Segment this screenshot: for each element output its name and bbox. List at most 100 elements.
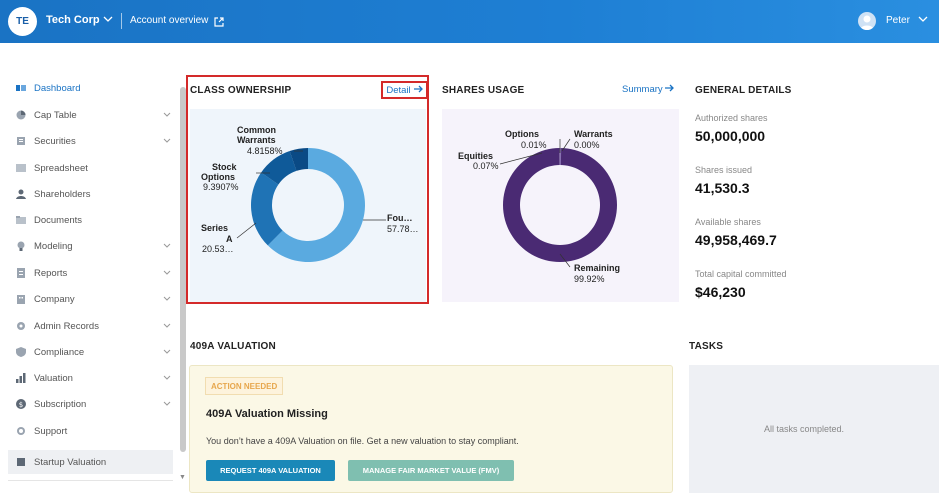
sidebar-item-securities[interactable]: Securities [8, 129, 173, 153]
sidebar-item-subscription[interactable]: $ Subscription [8, 392, 173, 416]
class-ownership-panel [186, 75, 429, 304]
sidebar-item-label: Securities [34, 135, 76, 147]
sidebar-item-label: Shareholders [34, 188, 91, 200]
chevron-down-icon [163, 347, 171, 355]
sidebar-item-company[interactable]: Company [8, 287, 173, 311]
sidebar-item-label: Reports [34, 267, 68, 279]
series-a-label: A [226, 234, 233, 244]
sidebar-item-support[interactable]: Support [8, 419, 173, 443]
shield-icon [16, 347, 26, 357]
sidebar-item-label: Spreadsheet [34, 162, 88, 174]
series-a-value: 20.53… [202, 244, 234, 254]
sidebar-item-startup-valuation[interactable]: Startup Valuation [8, 450, 173, 474]
arrow-right-icon [413, 85, 423, 96]
donut-slice-warrants[interactable] [560, 148, 562, 166]
donut-slice-founder[interactable] [267, 148, 365, 262]
sidebar-item-label: Dashboard [34, 82, 81, 94]
sidebar-item-compliance[interactable]: Compliance [8, 340, 173, 364]
arrow-right-icon [665, 84, 675, 95]
documents-icon [16, 215, 26, 225]
total-capital-value: $46,230 [695, 284, 746, 300]
sidebar-item-reports[interactable]: Reports [8, 261, 173, 285]
available-shares-label: Available shares [695, 217, 761, 227]
equities-value: 0.07% [473, 161, 499, 171]
summary-label: Summary [622, 84, 663, 95]
shares-issued-label: Shares issued [695, 165, 753, 175]
donut-slice-common-warrants[interactable] [289, 148, 308, 171]
sidebar-item-modeling[interactable]: Modeling [8, 234, 173, 258]
common-warrants-label: Common [237, 125, 276, 135]
sidebar: Dashboard Cap Table Securities Spreadshe… [0, 43, 180, 493]
detail-label: Detail [386, 84, 411, 96]
external-link-icon[interactable] [214, 14, 224, 27]
pie-icon [16, 110, 26, 120]
sidebar-item-cap-table[interactable]: Cap Table [8, 103, 173, 127]
common-warrants-value: 4.8158% [247, 146, 283, 156]
warrants-label: Warrants [574, 129, 613, 139]
action-needed-badge: ACTION NEEDED [205, 377, 284, 395]
donut-slice-remaining[interactable] [503, 148, 618, 262]
person-icon [16, 189, 26, 199]
sidebar-item-shareholders[interactable]: Shareholders [8, 182, 173, 206]
chevron-down-icon [163, 110, 171, 118]
sidebar-item-label: Cap Table [34, 109, 77, 121]
sidebar-item-label: Startup Valuation [34, 456, 107, 468]
company-icon [16, 294, 26, 304]
request-409a-button[interactable]: REQUEST 409A VALUATION [206, 460, 335, 481]
sidebar-item-label: Documents [34, 214, 83, 226]
founder-value: 57.78… [387, 224, 419, 234]
chevron-down-icon [163, 373, 171, 381]
chevron-down-icon[interactable] [103, 15, 113, 26]
account-overview-link[interactable]: Account overview [130, 15, 209, 26]
options-value: 0.01% [521, 140, 547, 150]
stock-options-label: Stock [212, 162, 237, 172]
svg-text:$: $ [19, 401, 23, 409]
options-label: Options [505, 129, 539, 139]
sidebar-item-label: Admin Records [34, 320, 99, 332]
available-shares-value: 49,958,469.7 [695, 232, 777, 248]
manage-fmv-button[interactable]: MANAGE FAIR MARKET VALUE (FMV) [348, 460, 514, 481]
remaining-value: 99.92% [574, 274, 605, 284]
donut-slice-stock-options[interactable] [261, 151, 297, 185]
sidebar-item-label: Subscription [34, 398, 87, 410]
securities-icon [16, 136, 26, 146]
company-name[interactable]: Tech Corp [46, 14, 100, 26]
common-warrants-label: Warrants [237, 135, 276, 145]
stock-options-value: 9.3907% [203, 182, 239, 192]
sidebar-item-label: Support [34, 425, 68, 437]
sidebar-item-valuation[interactable]: Valuation [8, 366, 173, 390]
user-avatar[interactable] [858, 12, 876, 30]
sidebar-item-label: Company [34, 293, 75, 305]
sidebar-item-label: Compliance [34, 346, 85, 358]
warrants-value: 0.00% [574, 140, 600, 150]
sidebar-item-documents[interactable]: Documents [8, 208, 173, 232]
sidebar-item-spreadsheet[interactable]: Spreadsheet [8, 156, 173, 180]
user-name[interactable]: Peter [886, 15, 910, 26]
authorized-shares-value: 50,000,000 [695, 128, 766, 144]
scroll-down-arrow-icon[interactable]: ▼ [179, 474, 186, 481]
sidebar-item-dashboard[interactable]: Dashboard [8, 76, 173, 100]
sidebar-item-label: Modeling [34, 240, 73, 252]
founder-label: Fou… [387, 213, 413, 223]
chevron-down-icon [163, 136, 171, 144]
tasks-card [689, 365, 939, 493]
chevron-down-icon[interactable] [918, 15, 928, 25]
stock-options-label: Options [201, 172, 235, 182]
bar-chart-icon [16, 373, 26, 383]
donut-slice-options[interactable] [560, 148, 561, 166]
top-bar: TE Tech Corp Account overview Peter [0, 0, 939, 43]
class-ownership-title: CLASS OWNERSHIP [190, 85, 292, 96]
sidebar-item-label: Valuation [34, 372, 73, 384]
summary-link[interactable]: Summary [622, 84, 675, 95]
detail-link[interactable]: Detail [381, 81, 428, 99]
equities-label: Equities [458, 151, 494, 161]
bulb-icon [16, 241, 26, 251]
class-ownership-donut [236, 148, 386, 262]
sidebar-item-admin-records[interactable]: Admin Records [8, 314, 173, 338]
donut-slice-series-a[interactable] [251, 172, 283, 246]
sidebar-scrollbar[interactable] [180, 87, 186, 452]
shares-usage-chart-area [442, 109, 679, 302]
company-avatar[interactable]: TE [8, 7, 37, 36]
series-a-label: Series [201, 223, 229, 233]
general-details-title: GENERAL DETAILS [695, 85, 792, 96]
